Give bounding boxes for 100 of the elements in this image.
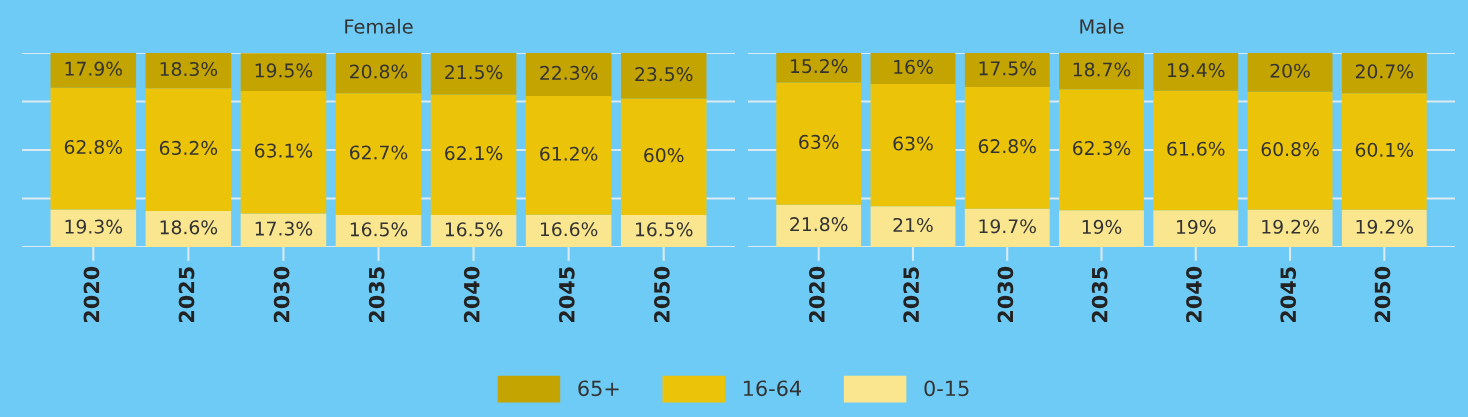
- data-label: 16.5%: [350, 222, 408, 237]
- data-label: 21.8%: [790, 217, 848, 232]
- x-tick-label: 2025: [903, 267, 920, 323]
- bar: [1247, 209, 1333, 247]
- bar: [525, 214, 612, 247]
- data-label: 20.8%: [350, 64, 408, 79]
- data-label: 19.4%: [1168, 63, 1225, 78]
- bar: [335, 93, 422, 215]
- x-tick-label: 2025: [178, 267, 195, 323]
- bar: [964, 53, 1050, 87]
- x-tick-label: 2050: [653, 266, 670, 323]
- data-label: 60.8%: [1261, 142, 1319, 157]
- data-label: 19.3%: [65, 219, 123, 234]
- data-label: 62.8%: [978, 139, 1036, 154]
- bar: [870, 53, 956, 85]
- x-tick-label: 2045: [558, 267, 575, 323]
- data-label: 61.2%: [540, 146, 598, 161]
- data-label: 62.1%: [445, 146, 503, 161]
- bar: [430, 214, 517, 247]
- bar: [525, 96, 612, 215]
- data-label: 17.3%: [255, 221, 313, 236]
- data-label: 19%: [1082, 219, 1122, 235]
- bar: [50, 87, 137, 210]
- x-tick-label: 2040: [1186, 266, 1202, 323]
- data-label: 61.6%: [1167, 141, 1225, 156]
- data-label: 17.5%: [979, 61, 1036, 76]
- data-label: 62.8%: [64, 139, 123, 155]
- x-tick-label: 2030: [997, 266, 1014, 323]
- bar: [776, 82, 862, 205]
- bar: [430, 53, 517, 95]
- data-label: 21.5%: [445, 65, 503, 80]
- bar: [335, 214, 422, 247]
- bar: [1247, 91, 1333, 210]
- data-label: 16%: [894, 59, 933, 74]
- data-label: 19.5%: [255, 63, 313, 78]
- bar: [50, 209, 137, 247]
- bar: [430, 94, 517, 215]
- bar: [870, 84, 956, 207]
- bar: [1059, 210, 1144, 247]
- data-label: 62.3%: [1073, 140, 1131, 156]
- data-label: 20.7%: [1355, 64, 1414, 79]
- chart-title: Female: [345, 18, 413, 34]
- bar: [1341, 209, 1427, 247]
- data-label: 19.2%: [1356, 219, 1414, 234]
- bar: [1341, 93, 1427, 210]
- bar: [1059, 53, 1144, 90]
- bar: [145, 210, 232, 247]
- data-label: 18.3%: [160, 61, 218, 77]
- x-tick-label: 2050: [1374, 266, 1391, 323]
- x-tick-label: 2045: [1280, 267, 1297, 323]
- data-label: 63%: [799, 134, 839, 150]
- data-label: 18.6%: [160, 220, 218, 235]
- data-label: 19.2%: [1262, 219, 1319, 234]
- data-label: 16.6%: [540, 222, 598, 237]
- bar: [1341, 53, 1427, 94]
- legend-label: 65+: [578, 380, 619, 397]
- data-label: 20%: [1270, 63, 1310, 78]
- legend-label: 16-64: [743, 380, 802, 397]
- data-label: 21%: [893, 217, 933, 233]
- bar: [964, 86, 1050, 209]
- bar: [1153, 53, 1239, 91]
- data-label: 16.5%: [635, 222, 693, 237]
- x-tick-label: 2030: [273, 266, 290, 323]
- bar: [145, 88, 232, 211]
- data-label: 63.1%: [254, 143, 313, 158]
- data-label: 22.3%: [540, 65, 598, 80]
- x-tick-label: 2020: [808, 266, 825, 323]
- data-label: 19.7%: [979, 219, 1036, 234]
- data-label: 19%: [1176, 219, 1216, 235]
- data-label: 15.2%: [790, 59, 848, 74]
- x-tick-label: 2040: [463, 266, 480, 323]
- legend-label: 0-15: [924, 380, 969, 397]
- bar: [964, 208, 1050, 247]
- chart-title: Male: [1080, 18, 1124, 34]
- x-tick-label: 2035: [368, 267, 385, 323]
- bar: [870, 206, 956, 247]
- data-label: 60.1%: [1355, 142, 1414, 157]
- bar: [240, 213, 327, 247]
- bar: [1153, 90, 1239, 211]
- x-tick-label: 2035: [1091, 267, 1108, 323]
- bar: [1153, 210, 1239, 247]
- data-label: 16.5%: [445, 222, 503, 237]
- data-label: 60%: [644, 148, 684, 163]
- x-tick-label: 2020: [83, 266, 100, 323]
- bar: [776, 53, 862, 83]
- bar: [620, 98, 707, 215]
- data-label: 23.5%: [635, 67, 693, 82]
- bar: [335, 53, 422, 94]
- data-label: 63.2%: [159, 140, 218, 156]
- bar: [240, 91, 327, 214]
- data-label: 17.9%: [65, 61, 123, 76]
- bar: [620, 53, 707, 99]
- data-label: 63%: [893, 136, 933, 151]
- bar: [620, 214, 707, 247]
- bar: [145, 53, 232, 89]
- bar: [240, 53, 327, 92]
- bar: [776, 204, 862, 247]
- bar: [1247, 53, 1333, 92]
- bar: [50, 53, 137, 88]
- bar: [1059, 89, 1144, 211]
